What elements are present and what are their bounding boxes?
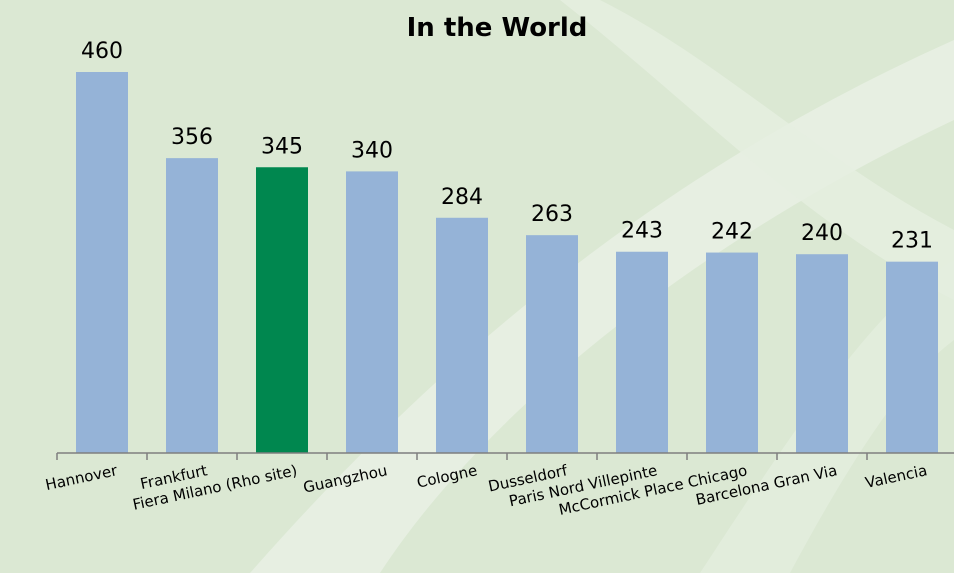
data-label: 356 — [171, 125, 213, 150]
bar-hannover — [76, 72, 128, 453]
bar-fiera-milano-rho-site — [256, 167, 308, 453]
category-label: Valencia — [864, 461, 929, 492]
bars — [76, 72, 938, 454]
data-label: 460 — [81, 39, 123, 64]
data-labels: 460 356 345 340 284 263 243 242 240 231 — [81, 39, 933, 254]
data-label: 243 — [621, 219, 663, 244]
x-axis — [56, 452, 954, 460]
bar-mccormick-place-chicago — [706, 252, 758, 453]
data-label: 340 — [351, 138, 393, 163]
bar-paris-nord-villepinte — [616, 251, 668, 453]
bar-dusseldorf — [526, 235, 578, 453]
data-label: 263 — [531, 202, 573, 227]
data-label: 284 — [441, 185, 483, 210]
background-swoosh — [560, 0, 954, 300]
bar-valencia — [886, 261, 938, 453]
data-label: 345 — [261, 134, 303, 159]
bar-barcelona-gran-via — [796, 254, 848, 453]
bar-frankfurt — [166, 158, 218, 453]
category-label: Hannover — [44, 461, 120, 494]
data-label: 231 — [891, 229, 933, 254]
chart-title: In the World — [407, 13, 588, 43]
data-label: 242 — [711, 220, 753, 245]
bar-cologne — [436, 217, 488, 453]
data-label: 240 — [801, 221, 843, 246]
bar-guangzhou — [346, 171, 398, 454]
